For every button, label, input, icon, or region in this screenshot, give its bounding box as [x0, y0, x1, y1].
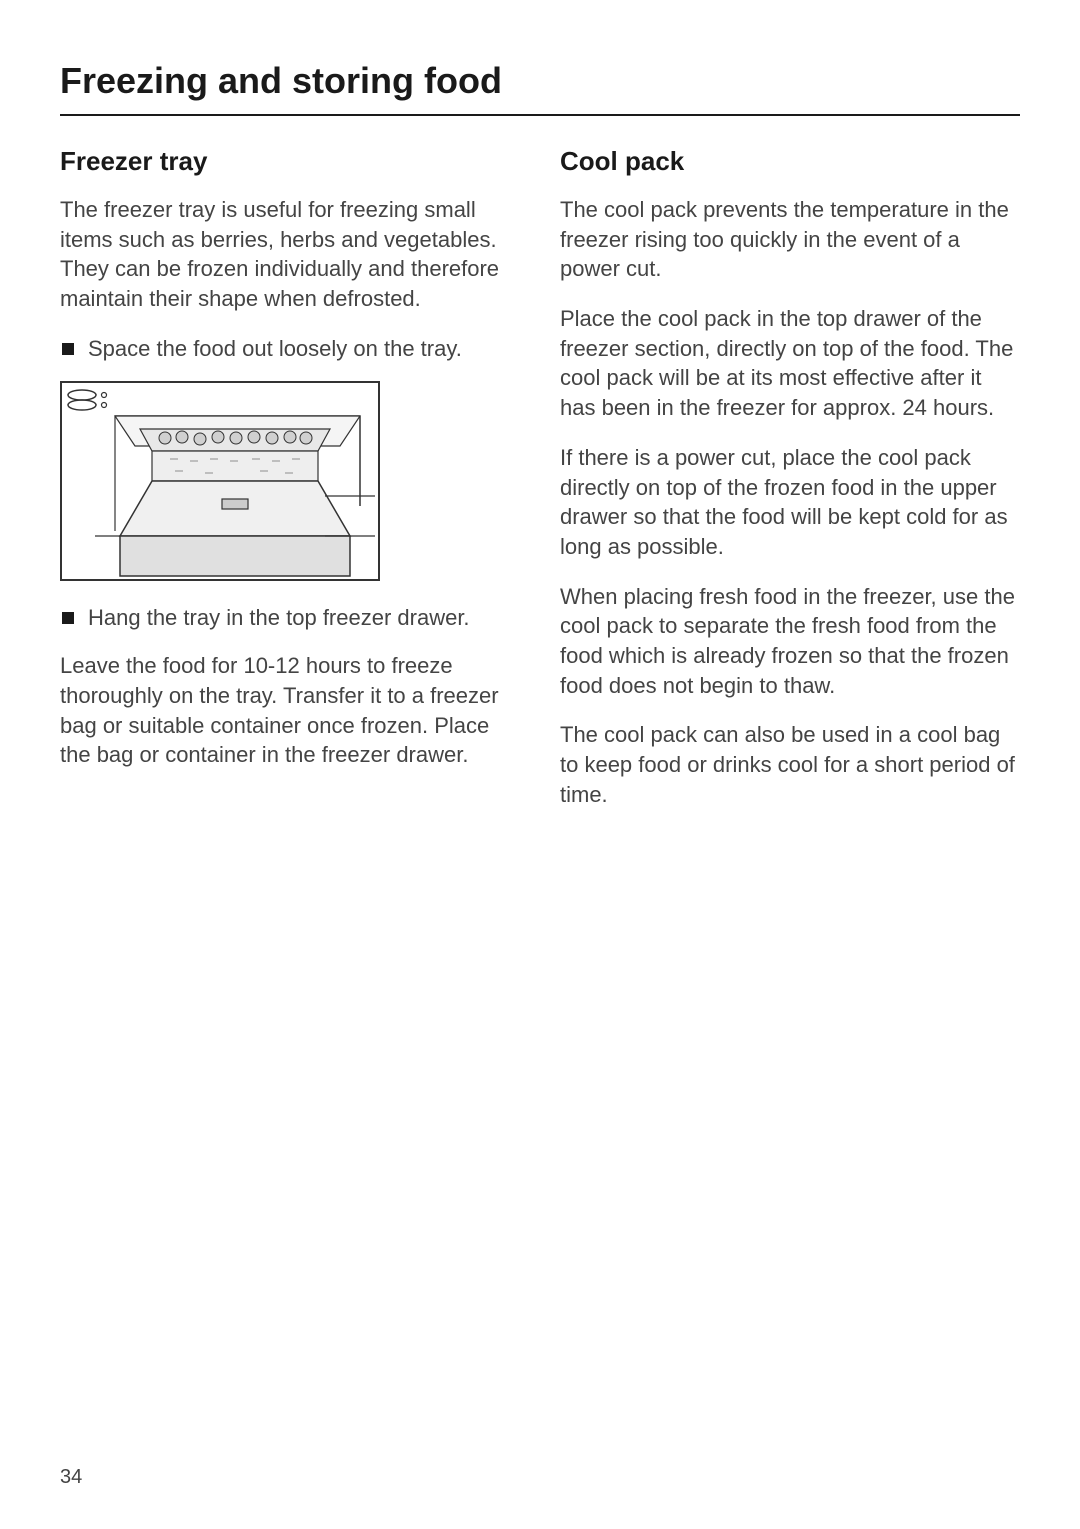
page-number: 34: [60, 1466, 82, 1489]
left-column: Freezer tray The freezer tray is useful …: [60, 146, 520, 829]
cool-pack-p2: Place the cool pack in the top drawer of…: [560, 304, 1020, 423]
page-title: Freezing and storing food: [60, 60, 1020, 116]
freezer-tray-instructions: Leave the food for 10-12 hours to freeze…: [60, 651, 520, 770]
bullet-item: Hang the tray in the top freezer drawer.: [60, 603, 520, 633]
right-column: Cool pack The cool pack prevents the tem…: [560, 146, 1020, 829]
bullet-square-icon: [62, 343, 74, 355]
cool-pack-p1: The cool pack prevents the temperature i…: [560, 195, 1020, 284]
cool-pack-p3: If there is a power cut, place the cool …: [560, 443, 1020, 562]
freezer-tray-intro: The freezer tray is useful for freezing …: [60, 195, 520, 314]
cool-pack-p5: The cool pack can also be used in a cool…: [560, 720, 1020, 809]
freezer-tray-heading: Freezer tray: [60, 146, 520, 177]
cool-pack-heading: Cool pack: [560, 146, 1020, 177]
bullet-text: Space the food out loosely on the tray.: [88, 334, 462, 364]
bullet-square-icon: [62, 612, 74, 624]
bullet-item: Space the food out loosely on the tray.: [60, 334, 520, 364]
content-columns: Freezer tray The freezer tray is useful …: [60, 146, 1020, 829]
bullet-text: Hang the tray in the top freezer drawer.: [88, 603, 470, 633]
cool-pack-p4: When placing fresh food in the freezer, …: [560, 582, 1020, 701]
freezer-drawer-illustration: [60, 381, 380, 581]
